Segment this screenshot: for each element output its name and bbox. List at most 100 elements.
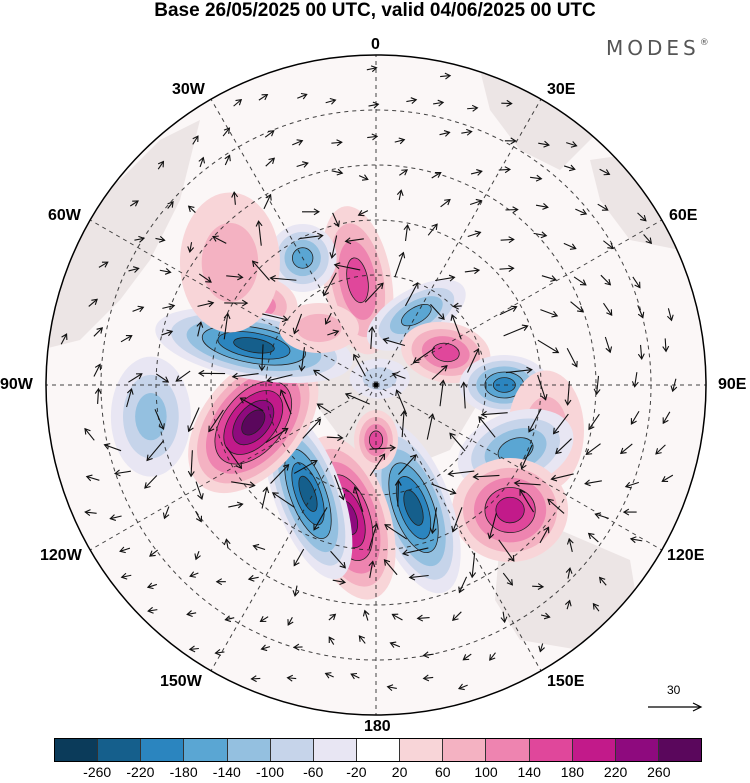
- wind-vector: [293, 548, 305, 567]
- wind-vector: [332, 578, 347, 586]
- wind-vector: [632, 276, 641, 289]
- wind-vector: [293, 459, 318, 474]
- lon-label-0: 0: [371, 36, 380, 53]
- wind-vector: [224, 154, 231, 166]
- lon-label-120w: 120W: [40, 547, 82, 564]
- wind-vector: [537, 339, 560, 354]
- wind-vector: [196, 321, 204, 337]
- wind-vector: [195, 510, 203, 523]
- wind-vector: [422, 651, 434, 659]
- wind-vector: [223, 538, 231, 549]
- wind-vector: [520, 444, 533, 470]
- colorbar-ticks: -260 -220 -180 -140 -100 -60 -20 20 60 100 140 180 2…: [0, 764, 750, 782]
- wind-vector: [162, 303, 176, 310]
- wind-vector: [222, 127, 231, 137]
- wind-vector: [449, 432, 466, 452]
- wind-vector: [487, 513, 497, 540]
- wind-vector: [262, 313, 289, 323]
- colorbar-tick-label: 220: [603, 764, 628, 780]
- wind-vector: [538, 643, 545, 653]
- wind-vector: [540, 309, 559, 318]
- wind-vector: [592, 602, 600, 612]
- positive-anomaly: [354, 410, 398, 470]
- wind-vector: [146, 440, 165, 462]
- wind-vector: [368, 101, 380, 109]
- wind-vector: [408, 573, 429, 581]
- wind-vector: [353, 353, 366, 377]
- wind-vector: [439, 379, 447, 407]
- pole-dot: [373, 382, 379, 388]
- colorbar-swatch: [227, 739, 271, 761]
- wind-vector: [499, 265, 515, 272]
- wind-vector: [366, 65, 378, 73]
- wind-vector: [502, 572, 514, 586]
- colorbar-tick-label: -100: [255, 764, 285, 780]
- wind-vector: [389, 641, 401, 648]
- wind-vector: [326, 434, 344, 442]
- wind-vector: [198, 273, 212, 283]
- colorbar-tick-label: -220: [126, 764, 155, 780]
- wind-vector: [622, 508, 637, 516]
- wind-vector: [565, 567, 573, 579]
- colorbar-swatch: [400, 739, 444, 761]
- wind-vector: [157, 160, 165, 170]
- wind-vector: [368, 560, 376, 579]
- wind-vector: [109, 514, 122, 521]
- wind-vector: [447, 470, 475, 478]
- wind-vector: [60, 333, 68, 345]
- lon-label-150w: 150W: [160, 673, 202, 690]
- colorbar: [54, 738, 702, 762]
- wind-vector: [503, 324, 529, 337]
- wind-vector: [313, 369, 330, 381]
- wind-vector: [500, 611, 508, 624]
- wind-vector: [114, 469, 131, 477]
- colorbar-tick-label: -20: [346, 764, 367, 780]
- wind-vector: [279, 389, 292, 415]
- wind-vector: [286, 674, 297, 682]
- wind-vector: [128, 373, 143, 383]
- wind-vector: [538, 140, 551, 148]
- colorbar-tick-label: 60: [435, 764, 451, 780]
- wind-vector: [469, 552, 477, 579]
- wind-vector: [585, 443, 601, 455]
- wind-vector: [147, 606, 158, 614]
- wind-vector: [593, 375, 601, 396]
- wind-vector: [186, 610, 197, 618]
- wind-vector: [440, 72, 452, 80]
- wind-vector: [258, 94, 269, 101]
- lon-label-180: 180: [364, 718, 391, 735]
- colorbar-swatch: [443, 739, 487, 761]
- wind-vectors: [60, 65, 678, 692]
- wind-vector: [299, 232, 324, 240]
- wind-vector: [224, 615, 235, 623]
- wind-vector: [258, 344, 266, 372]
- wind-vector: [302, 208, 320, 216]
- wind-vector: [450, 314, 462, 340]
- wind-vector: [472, 473, 500, 481]
- wind-vector: [247, 574, 259, 582]
- wind-vector: [265, 157, 276, 167]
- wind-vector: [192, 135, 199, 145]
- lon-label-30w: 30W: [172, 81, 205, 98]
- wind-vector: [364, 282, 384, 303]
- wind-vector: [197, 300, 215, 308]
- colorbar-swatch: [615, 739, 659, 761]
- wind-vector: [629, 536, 643, 544]
- wind-vector: [357, 209, 369, 217]
- wind-vector: [452, 611, 462, 622]
- wind-vector: [212, 235, 227, 244]
- wind-vector: [540, 612, 551, 620]
- negative-anomaly: [110, 356, 191, 477]
- wind-vector: [467, 348, 480, 373]
- registered-mark: ®: [699, 38, 709, 48]
- wind-vector: [539, 526, 550, 544]
- wind-vector: [132, 305, 145, 313]
- negative-anomaly: [349, 358, 410, 399]
- wind-vector: [233, 98, 243, 107]
- wind-vector: [399, 169, 409, 176]
- wind-vector: [260, 644, 271, 652]
- reference-vector: 30: [640, 683, 710, 713]
- colorbar-tick-label: 260: [647, 764, 671, 780]
- wind-vector: [398, 454, 417, 475]
- wind-vector: [194, 551, 201, 561]
